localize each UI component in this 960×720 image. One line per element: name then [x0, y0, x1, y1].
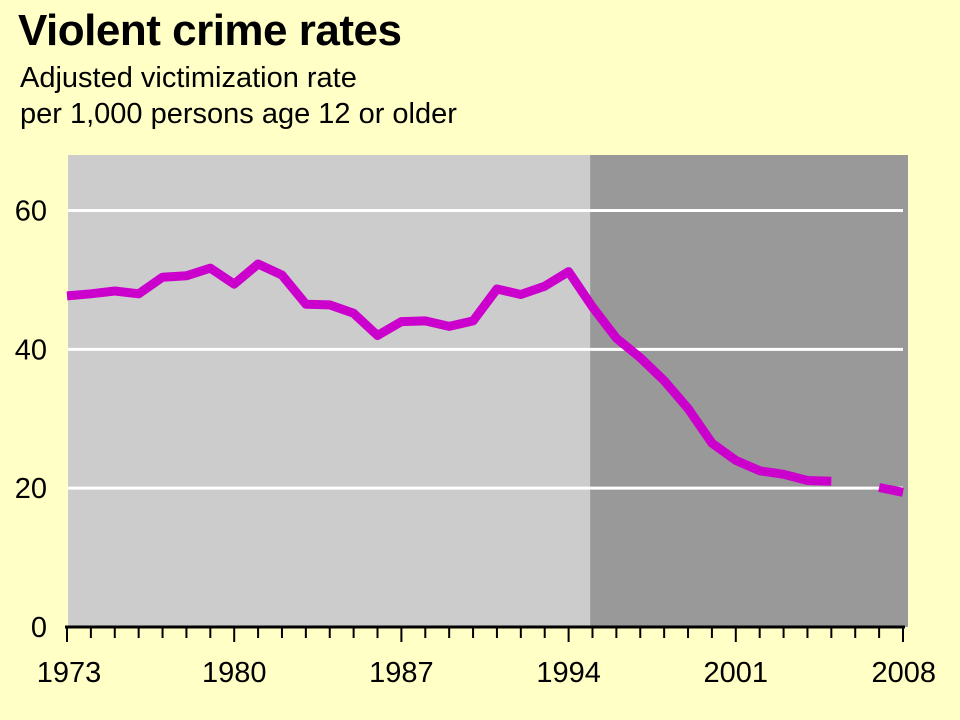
y-tick-label: 40	[15, 334, 47, 366]
x-tick-label: 1980	[202, 657, 267, 689]
y-tick-label: 0	[31, 612, 47, 644]
x-tick-label: 1994	[536, 657, 601, 689]
x-tick-label: 1987	[369, 657, 434, 689]
x-tick-label: 2001	[704, 657, 769, 689]
grid-lines	[68, 209, 903, 490]
y-tick-label: 20	[15, 473, 47, 505]
x-axis	[65, 625, 905, 642]
chart-subtitle-line-1: Adjusted victimization rate	[20, 62, 357, 94]
series-line-segment-2	[878, 483, 904, 497]
x-tick-label: 1973	[37, 657, 102, 689]
y-tick-labels: 0 20 40 60	[15, 196, 47, 644]
chart-subtitle-line-2: per 1,000 persons age 12 or older	[20, 98, 457, 130]
shaded-regions	[68, 155, 908, 627]
shaded-region-1	[68, 155, 591, 627]
series-lines	[66, 259, 904, 497]
shaded-region-2	[590, 155, 908, 627]
y-tick-label: 60	[15, 196, 47, 228]
series-line-segment-1	[66, 259, 832, 486]
chart-title: Violent crime rates	[18, 6, 402, 55]
x-tick-labels: 1973 1980 1987 1994 2001 2008	[37, 657, 936, 689]
x-tick-label: 2008	[871, 657, 936, 689]
